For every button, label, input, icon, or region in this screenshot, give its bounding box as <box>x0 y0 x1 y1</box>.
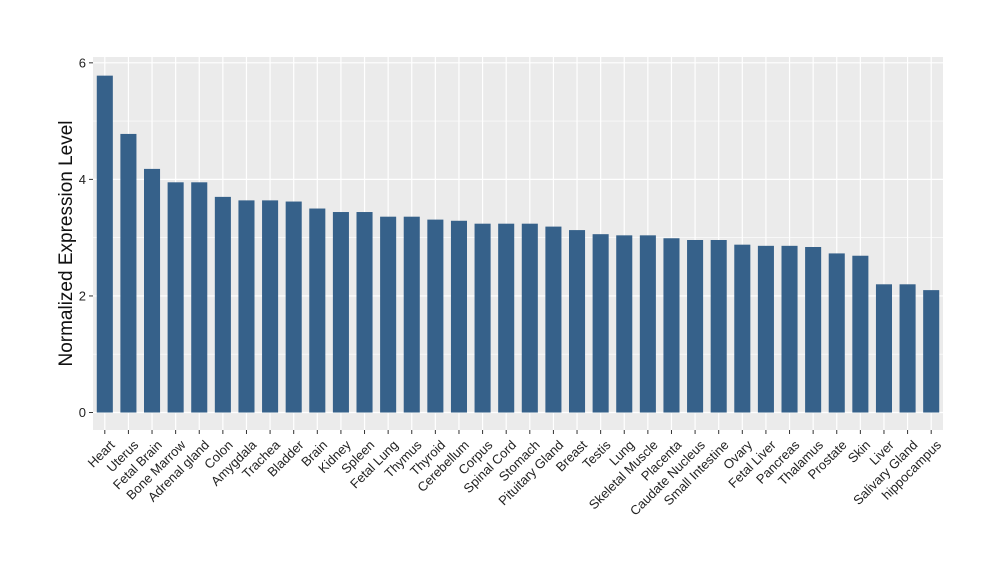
bar-fetal-lung <box>380 216 397 413</box>
bar-corpus <box>474 223 491 413</box>
grid-minor <box>93 120 943 355</box>
bar-breast <box>569 230 586 413</box>
bar-spleen <box>356 212 373 413</box>
bar-caudate-nucleus <box>687 240 704 413</box>
bar-kidney <box>332 212 349 413</box>
bar-ovary <box>734 244 751 413</box>
bar-hippocampus <box>923 290 940 413</box>
y-axis: 0 2 4 6 <box>79 55 93 420</box>
bar-cerebellum <box>450 220 467 413</box>
bar-heart <box>96 75 113 413</box>
bar-salivary-gland <box>899 284 916 413</box>
bar-fetal-brain <box>144 168 161 413</box>
bar-trachea <box>262 200 279 413</box>
bar-prostate <box>828 253 845 413</box>
bar-lung <box>616 235 633 413</box>
y-tick-label: 4 <box>79 172 86 187</box>
bar-thyroid <box>427 219 444 413</box>
plot-panel <box>93 57 943 430</box>
bar-uterus <box>120 133 137 413</box>
bar-colon <box>214 196 231 413</box>
bar-amygdala <box>238 200 255 413</box>
bar-bone-marrow <box>167 182 184 413</box>
y-axis-title: Normalized Expression Level <box>56 120 77 366</box>
bars <box>96 75 940 413</box>
bar-skeletal-muscle <box>639 235 656 413</box>
y-tick-label: 0 <box>79 405 86 420</box>
bar-fetal-liver <box>757 245 774 413</box>
bar-thalamus <box>805 246 822 413</box>
bar-pituitary-gland <box>545 226 562 413</box>
bar-liver <box>875 284 892 413</box>
y-tick-label: 2 <box>79 288 86 303</box>
x-tick-label: Skin <box>845 437 873 465</box>
bar-small-intestine <box>710 240 727 413</box>
bar-adrenal-gland <box>191 182 208 413</box>
bar-bladder <box>285 201 302 413</box>
bar-stomach <box>521 223 538 413</box>
y-tick-label: 6 <box>79 55 86 70</box>
bar-testis <box>592 234 609 413</box>
bar-brain <box>309 208 326 413</box>
bar-thymus <box>403 216 420 413</box>
bar-pancreas <box>781 245 798 413</box>
bar-spinal-cord <box>498 223 515 413</box>
bar-placenta <box>663 238 680 413</box>
bar-skin <box>852 255 869 413</box>
